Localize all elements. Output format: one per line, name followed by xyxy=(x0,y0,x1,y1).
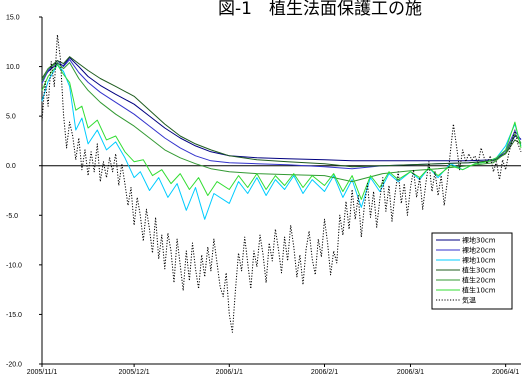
y-tick-label: -20.0 xyxy=(6,362,22,369)
y-tick-label: -5.0 xyxy=(6,213,18,220)
legend-label: 裸地30cm xyxy=(462,236,496,245)
series-line-3 xyxy=(41,64,522,220)
series-lines xyxy=(41,34,522,333)
series-line-6 xyxy=(41,64,522,200)
tick-labels: 15.0 10.0 5.0 0.0 -5.0 -10.0 -15.0 -20.0 2005/11… xyxy=(6,15,519,376)
series-line-7 xyxy=(41,34,522,333)
y-tick-label: -15.0 xyxy=(6,312,22,319)
series-line-2 xyxy=(41,59,522,170)
legend-label: 裸地20cm xyxy=(462,246,496,255)
y-tick-label: 15.0 xyxy=(6,15,20,22)
x-tick-label: 2006/3/1 xyxy=(397,369,424,376)
legend-box xyxy=(431,232,513,310)
x-tick-label: 2005/11/1 xyxy=(27,369,58,376)
y-tick-label: 5.0 xyxy=(6,114,16,121)
axes xyxy=(39,16,521,367)
y-tick-label: 0.0 xyxy=(6,163,16,170)
y-tick-label: 10.0 xyxy=(6,64,20,71)
x-tick-label: 2005/12/1 xyxy=(119,369,150,376)
legend-label: 植生30cm xyxy=(462,266,496,275)
legend-label: 気温 xyxy=(462,296,476,305)
legend-label: 植生20cm xyxy=(462,276,496,285)
x-tick-label: 2006/2/1 xyxy=(311,369,338,376)
x-tick-label: 2006/1/1 xyxy=(216,369,243,376)
chart-title: 図-1 植生法面保護工の施 xyxy=(218,0,422,19)
series-line-4 xyxy=(41,56,522,168)
legend-label: 裸地10cm xyxy=(462,256,496,265)
series-line-1 xyxy=(41,57,522,162)
legend-label: 植生10cm xyxy=(462,286,496,295)
x-tick-label: 2006/4/1 xyxy=(492,369,519,376)
y-tick-label: -10.0 xyxy=(6,262,22,269)
